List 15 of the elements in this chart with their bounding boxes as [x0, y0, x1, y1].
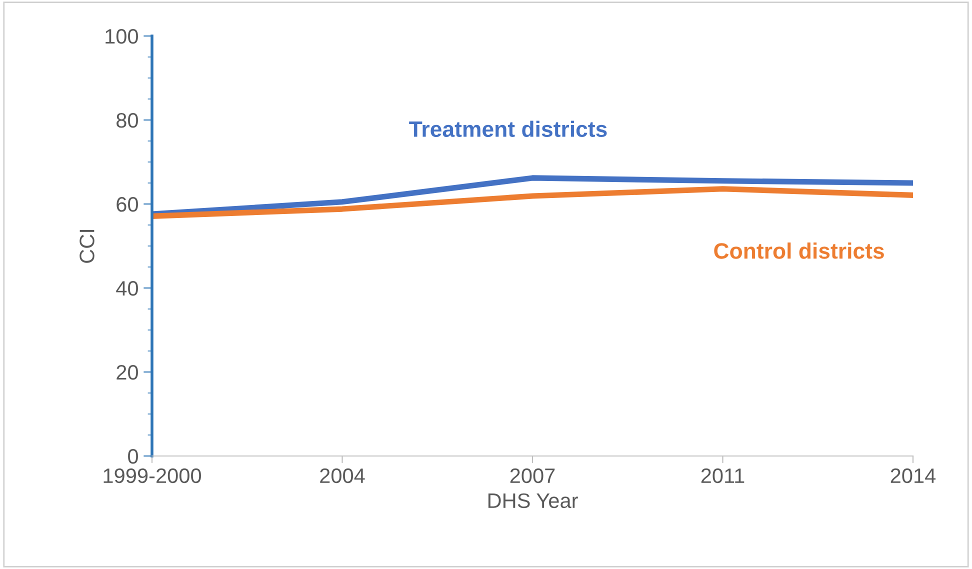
x-tick-label: 2011: [701, 468, 744, 484]
y-tick-label: 0: [128, 449, 138, 464]
y-axis-title: CCI: [80, 230, 94, 263]
y-tick-label: 100: [106, 29, 138, 44]
x-tick-label: 1999-2000: [104, 468, 202, 484]
y-tick-label: 60: [116, 197, 138, 212]
text: Control districts: [714, 242, 884, 259]
series-label: Treatment districts: [409, 120, 607, 138]
y-tick-label: 20: [116, 365, 138, 380]
x-tick-label: 2004: [320, 468, 365, 484]
x-tick-label: 2014: [890, 468, 936, 484]
x-axis-title: DHS Year: [488, 493, 578, 508]
y-tick-label: 40: [116, 281, 138, 296]
x-tick-label: 2007: [510, 468, 555, 484]
y-tick-label: 80: [116, 113, 138, 128]
